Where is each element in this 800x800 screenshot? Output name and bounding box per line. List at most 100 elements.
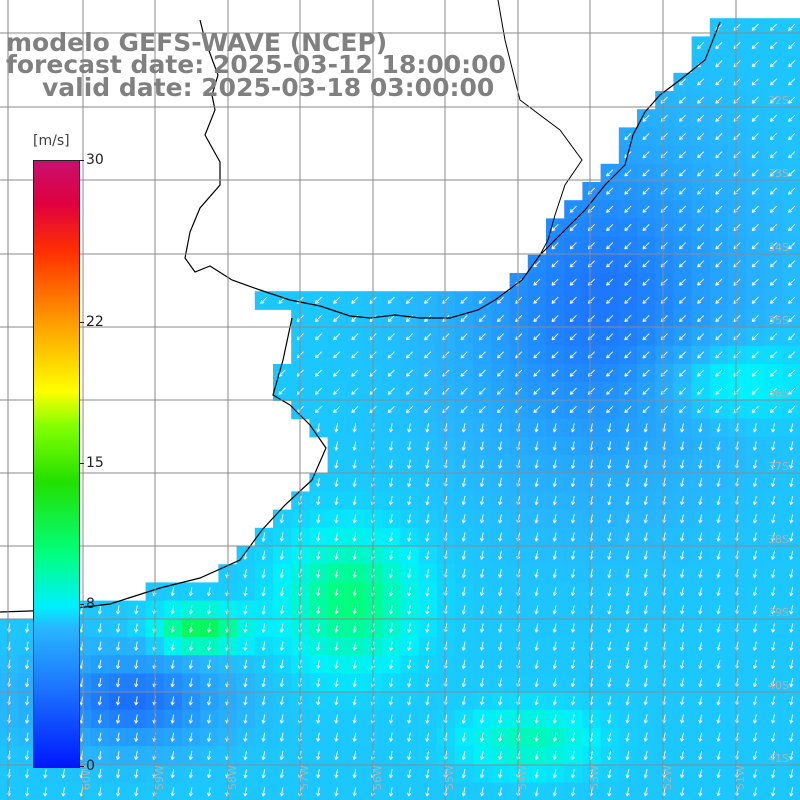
wind-arrow	[316, 605, 321, 615]
wind-arrow	[316, 550, 321, 560]
wind-arrow	[352, 586, 357, 597]
wind-arrow	[461, 605, 466, 615]
wind-arrow	[316, 568, 321, 579]
wind-arrow	[570, 659, 575, 669]
wind-arrow	[351, 369, 359, 377]
wind-arrow	[624, 387, 632, 395]
wind-arrow	[461, 550, 466, 560]
wind-arrow	[388, 659, 394, 670]
wind-arrow	[552, 750, 557, 760]
wind-arrow	[570, 459, 575, 469]
wind-arrow	[606, 351, 614, 359]
wind-arrow	[715, 278, 723, 286]
wind-arrow	[534, 787, 539, 797]
wind-arrow	[134, 714, 139, 724]
wind-arrow	[388, 641, 394, 651]
lon-label: 58W	[226, 765, 239, 790]
wind-arrow	[498, 423, 503, 433]
wind-arrow	[479, 750, 484, 760]
wind-arrow	[188, 750, 193, 761]
wind-arrow	[643, 514, 648, 524]
wind-arrow	[569, 242, 577, 250]
wind-arrow	[97, 605, 102, 615]
wind-arrow	[680, 659, 685, 669]
wind-arrow	[680, 441, 685, 451]
wind-arrow	[697, 260, 705, 268]
wind-arrow	[387, 296, 395, 304]
wind-arrow	[405, 369, 414, 377]
wind-arrow	[534, 496, 539, 506]
wind-arrow	[279, 623, 284, 633]
wind-arrow	[334, 732, 339, 742]
wind-arrow	[498, 732, 503, 742]
wind-arrow	[478, 333, 486, 341]
wind-arrow	[607, 459, 612, 469]
wind-arrow	[643, 459, 648, 469]
wind-arrow	[551, 242, 559, 250]
wind-arrow	[570, 441, 575, 451]
wind-arrow	[642, 223, 650, 232]
wind-arrow	[314, 387, 323, 395]
wind-arrow	[479, 587, 484, 597]
wind-arrow	[698, 605, 703, 615]
wind-arrow	[334, 532, 339, 542]
wind-arrow	[279, 659, 284, 670]
wind-arrow	[261, 677, 266, 688]
wind-arrow	[534, 568, 539, 578]
wind-arrow	[715, 260, 723, 268]
wind-arrow	[680, 550, 685, 560]
wind-arrow	[261, 659, 266, 670]
wind-arrow	[334, 514, 339, 524]
wind-arrow	[405, 405, 414, 414]
wind-arrow	[425, 678, 430, 688]
wind-arrow	[352, 423, 357, 433]
wind-arrow	[769, 351, 778, 359]
wind-arrow	[460, 314, 468, 323]
wind-arrow	[643, 714, 648, 724]
wind-arrow	[625, 623, 630, 633]
wind-arrow	[751, 278, 759, 286]
wind-arrow	[551, 278, 559, 286]
wind-arrow	[387, 333, 395, 341]
lat-label: 34S	[768, 241, 789, 254]
wind-arrow	[314, 369, 323, 377]
wind-arrow	[715, 60, 723, 68]
wind-arrow	[388, 677, 394, 688]
lat-label: 35S	[768, 314, 789, 327]
wind-arrow	[407, 495, 412, 506]
wind-arrow	[752, 714, 757, 724]
wind-arrow	[352, 623, 357, 633]
wind-arrow	[789, 587, 794, 597]
wind-arrow	[789, 623, 794, 633]
wind-arrow	[752, 659, 757, 669]
wind-arrow	[751, 187, 759, 195]
wind-arrow	[279, 750, 284, 761]
wind-arrow	[625, 532, 630, 542]
wind-arrow	[716, 550, 721, 560]
wind-arrow	[643, 587, 648, 597]
wind-arrow	[570, 732, 575, 742]
wind-arrow	[771, 477, 776, 487]
wind-arrow	[461, 568, 466, 578]
wind-arrow	[625, 787, 630, 797]
wind-arrow	[334, 568, 339, 579]
wind-arrow	[788, 205, 796, 213]
wind-arrow	[570, 477, 575, 487]
wind-arrow	[698, 496, 703, 506]
wind-arrow	[261, 605, 266, 615]
wind-arrow	[316, 732, 321, 742]
wind-arrow	[607, 587, 612, 597]
wind-arrow	[698, 623, 703, 633]
wind-arrow	[751, 205, 759, 213]
wind-arrow	[388, 586, 394, 597]
wind-arrow	[352, 495, 357, 506]
colorbar-tick-mark	[79, 321, 84, 323]
wind-arrow	[789, 696, 794, 706]
wind-arrow	[643, 678, 648, 688]
wind-arrow	[698, 532, 703, 542]
wind-arrow	[769, 405, 778, 414]
wind-arrow	[206, 586, 212, 597]
wind-arrow	[534, 532, 539, 542]
wind-arrow	[170, 696, 175, 706]
wind-arrow	[407, 605, 412, 615]
